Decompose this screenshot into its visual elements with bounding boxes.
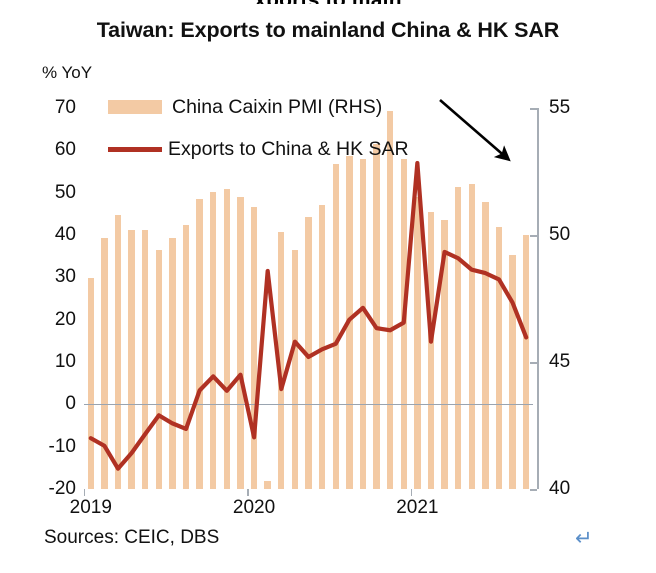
bar — [210, 191, 217, 489]
legend-item-exports-label: Exports to China & HK SAR — [168, 137, 409, 160]
right-axis-tick-label: 55 — [549, 97, 571, 118]
left-axis-ticks: -20 -10 0 10 20 30 40 50 60 70 — [22, 97, 76, 499]
line-series-exports-to-china-hk — [88, 160, 529, 471]
bar — [509, 255, 516, 489]
legend-item-pmi-label: China Caixin PMI (RHS) — [172, 95, 383, 118]
x-axis-tick-label: 2019 — [69, 497, 112, 518]
x-axis-ticks: 2019 2020 2021 — [70, 497, 533, 527]
bar — [359, 158, 367, 489]
zero-gridline — [84, 404, 533, 406]
bar — [318, 204, 326, 489]
left-axis-tick-label: 40 — [54, 224, 76, 245]
right-axis-tick-label: 45 — [549, 351, 571, 372]
bar — [454, 186, 462, 489]
bar — [291, 250, 299, 489]
return-arrow-icon: ↵ — [575, 527, 593, 550]
legend-item-pmi: China Caixin PMI (RHS) — [108, 92, 409, 122]
right-axis-tick-label: 40 — [549, 478, 571, 499]
bar — [128, 229, 135, 489]
bar — [332, 163, 339, 489]
bar — [196, 199, 203, 489]
right-axis-tick-label: 50 — [549, 224, 571, 245]
legend-bar-swatch-icon — [108, 100, 162, 114]
plot-area — [84, 108, 533, 489]
x-axis-tick-mark — [410, 489, 412, 496]
bar — [386, 110, 394, 489]
bar — [169, 237, 176, 489]
bar — [87, 278, 94, 489]
right-axis-line — [537, 108, 539, 489]
x-axis-tick-label: 2020 — [232, 497, 276, 518]
left-axis-tick-label: 50 — [54, 181, 76, 203]
x-axis-tick-label: 2021 — [396, 497, 439, 518]
left-axis-tick-label: 10 — [54, 351, 76, 372]
left-axis-tick-label: -20 — [48, 478, 76, 499]
right-axis-ticks: 40 45 50 55 — [549, 97, 619, 499]
left-axis-tick-label: 0 — [65, 393, 76, 415]
left-axis-tick-label: 70 — [54, 97, 76, 118]
left-axis-tick-label: 20 — [54, 308, 76, 330]
right-axis-tick-mark — [530, 235, 537, 237]
left-axis-tick-label: -10 — [48, 435, 76, 457]
bar — [373, 143, 380, 489]
bar — [482, 201, 489, 489]
source-note: Sources: CEIC, DBS — [44, 527, 220, 548]
bar — [223, 189, 231, 489]
right-axis-tick-mark — [530, 108, 537, 110]
x-axis-tick-mark — [247, 489, 249, 496]
bar — [114, 214, 122, 489]
bar — [441, 219, 448, 489]
bar — [305, 217, 312, 489]
right-axis-tick-mark — [530, 489, 537, 491]
downward-trend-arrow-icon — [439, 99, 511, 162]
bar — [101, 237, 108, 489]
bar — [250, 207, 258, 489]
right-axis-tick-mark — [530, 362, 537, 364]
bar — [495, 227, 503, 489]
x-axis-tick-mark — [84, 489, 86, 496]
bar — [427, 212, 435, 489]
bar — [278, 232, 285, 489]
clipped-heading-fragment: xports to main — [0, 0, 656, 4]
left-axis-tick-label: 30 — [54, 266, 76, 288]
y-axis-unit-label: % YoY — [42, 63, 93, 82]
chart-title: Taiwan: Exports to mainland China & HK S… — [96, 18, 560, 42]
bar — [237, 196, 244, 489]
bar — [468, 184, 475, 489]
legend-item-exports: Exports to China & HK SAR — [108, 134, 409, 164]
bar — [142, 229, 149, 489]
bar — [182, 224, 190, 489]
legend-line-swatch-icon — [108, 146, 162, 152]
left-axis-tick-label: 60 — [54, 139, 76, 161]
bar — [522, 235, 530, 489]
chart-legend: China Caixin PMI (RHS) Exports to China … — [108, 92, 409, 164]
bar — [414, 196, 421, 489]
bar-series-china-caixin-pmi — [84, 108, 533, 489]
bar — [155, 250, 163, 489]
bar — [264, 481, 271, 489]
